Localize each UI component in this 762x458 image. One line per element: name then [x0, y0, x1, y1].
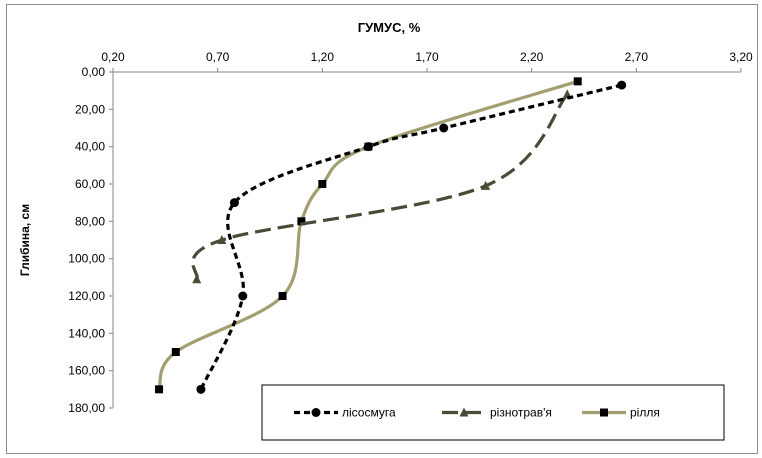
legend: лісосмуга різнотрав'я рілля — [261, 384, 725, 441]
x-tick-label: 2,20 — [520, 50, 544, 64]
chart-title: ГУМУС, % — [358, 20, 421, 35]
legend-marker — [311, 408, 321, 417]
data-point — [217, 235, 227, 244]
legend-item: рілля — [582, 406, 660, 420]
y-tick-label: 0,00 — [82, 65, 106, 79]
x-tick-label: 1,20 — [311, 50, 335, 64]
series-layer — [155, 77, 627, 394]
axes: 0,20 0,70 1,20 1,70 2,20 2,70 3,20 0,00 20,00 40,… — [68, 50, 753, 415]
chart-svg: ГУМУС, % Глибина, см 0,20 0,70 1,20 1,70 2,2… — [18, 20, 753, 441]
legend-label: рілля — [630, 406, 660, 420]
y-tick-label: 100,00 — [68, 252, 105, 266]
y-tick-label: 20,00 — [75, 102, 105, 116]
data-point — [155, 385, 164, 394]
x-tick-label: 1,70 — [415, 50, 439, 64]
y-tick-label: 180,00 — [68, 401, 105, 415]
data-point — [238, 291, 248, 301]
x-tick-label: 0,70 — [206, 50, 230, 64]
x-tick-label: 2,70 — [625, 50, 649, 64]
series-1 — [191, 89, 572, 284]
legend-marker — [459, 407, 469, 417]
y-tick-label: 120,00 — [68, 289, 105, 303]
data-point — [278, 292, 287, 300]
legend-item: лісосмуга — [294, 406, 396, 420]
legend-item: різнотрав'я — [442, 406, 552, 420]
data-point — [192, 274, 202, 284]
data-point — [171, 348, 180, 356]
legend-box — [261, 384, 725, 441]
data-point — [297, 217, 306, 226]
x-tick-label: 3,20 — [729, 50, 753, 64]
y-tick-label: 80,00 — [75, 214, 105, 228]
data-point — [196, 384, 206, 394]
data-point — [363, 142, 373, 152]
chart-frame: ГУМУС, % Глибина, см 0,20 0,70 1,20 1,70 2,2… — [6, 4, 758, 454]
y-tick-label: 40,00 — [75, 140, 105, 154]
legend-label: різнотрав'я — [490, 406, 552, 420]
data-point — [573, 77, 582, 86]
data-point — [481, 180, 491, 190]
x-tick-label: 0,20 — [101, 50, 125, 64]
y-tick-label: 140,00 — [68, 326, 105, 340]
series-2 — [155, 77, 582, 394]
data-point — [617, 80, 627, 90]
data-point — [439, 123, 449, 133]
series-0 — [196, 80, 627, 394]
series-line — [191, 93, 569, 281]
legend-marker — [600, 408, 608, 417]
series-line — [199, 83, 623, 390]
legend-label: лісосмуга — [342, 406, 396, 420]
y-tick-label: 160,00 — [68, 364, 105, 378]
y-tick-label: 60,00 — [75, 177, 105, 191]
y-axis-label: Глибина, см — [18, 204, 32, 276]
data-point — [229, 198, 239, 208]
data-point — [318, 180, 327, 188]
